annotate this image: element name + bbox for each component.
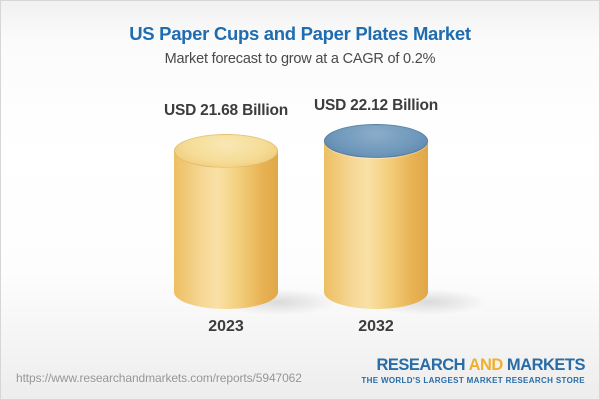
logo-word-markets: MARKETS — [506, 356, 586, 374]
chart-title: US Paper Cups and Paper Plates Market — [129, 23, 471, 44]
category-label-2032: 2032 — [358, 318, 394, 335]
logo-word-research: RESEARCH — [376, 356, 466, 374]
cylinder-top-blue — [324, 124, 428, 158]
bar-group-2023: USD 21.68 Billion 2023 — [151, 97, 342, 357]
bar-value-label-2023: USD 21.68 Billion — [163, 102, 289, 119]
research-and-markets-logo: RESEARCH AND MARKETS THE WORLD'S LARGEST… — [361, 357, 585, 385]
logo-tagline: THE WORLD'S LARGEST MARKET RESEARCH STOR… — [361, 375, 585, 385]
bar-group-2032: USD 22.12 Billion 2032 — [301, 97, 492, 357]
bar-value-label-2032: USD 22.12 Billion — [313, 97, 439, 114]
logo-word-and: AND — [468, 356, 504, 374]
cylinder-body — [174, 151, 278, 309]
chart-subtitle: Market forecast to grow at a CAGR of 0.2… — [164, 51, 436, 67]
cylinder-top-gold — [174, 134, 278, 168]
cylinder-body — [324, 141, 428, 309]
chart-area: USD 21.68 Billion 2023 USD 22.12 Billion… — [1, 1, 599, 361]
cylinder-bar-2023 — [174, 134, 342, 316]
source-url: https://www.researchandmarkets.com/repor… — [16, 371, 302, 385]
category-label-2023: 2023 — [208, 318, 244, 335]
logo-wordmark: RESEARCH AND MARKETS — [361, 357, 585, 374]
cylinder-bar-2032 — [324, 124, 492, 316]
